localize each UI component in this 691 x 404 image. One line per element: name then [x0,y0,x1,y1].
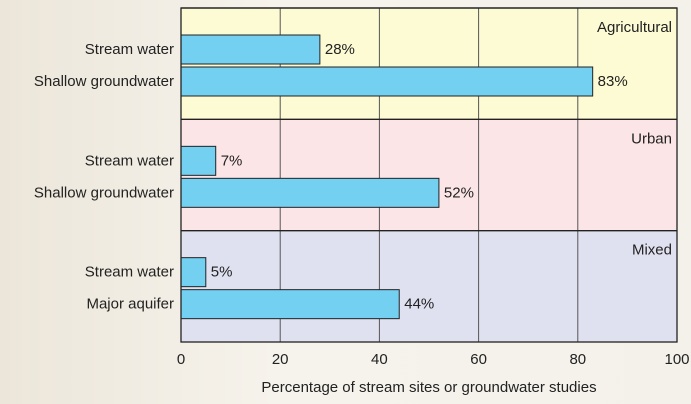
panel-background [181,230,677,342]
x-tick-label: 100 [664,351,689,368]
plot-frame [180,7,678,343]
panel-background [181,119,677,231]
x-axis-label: Percentage of stream sites or groundwate… [261,379,596,396]
panel-label: Mixed [632,242,672,259]
value-label: 7% [221,152,243,169]
x-tick-label: 40 [371,351,388,368]
x-tick-label: 80 [569,351,586,368]
bar [180,257,207,288]
bar [180,66,594,97]
x-tick-label: 0 [177,351,185,368]
x-tick-label: 20 [272,351,289,368]
value-label: 83% [598,73,628,90]
category-label: Stream water [85,41,174,58]
bar [180,34,321,65]
category-label: Stream water [85,264,174,281]
panel-label: Urban [631,130,672,147]
value-label: 44% [404,296,434,313]
panel-label: Agricultural [597,19,672,36]
bar [180,177,440,208]
value-label: 52% [444,184,474,201]
bar [180,145,217,176]
category-label: Shallow groundwater [34,184,174,201]
category-label: Stream water [85,152,174,169]
value-label: 5% [211,264,233,281]
bar [180,289,400,320]
value-label: 28% [325,41,355,58]
category-label: Shallow groundwater [34,73,174,90]
category-label: Major aquifer [86,296,174,313]
x-tick-label: 60 [470,351,487,368]
